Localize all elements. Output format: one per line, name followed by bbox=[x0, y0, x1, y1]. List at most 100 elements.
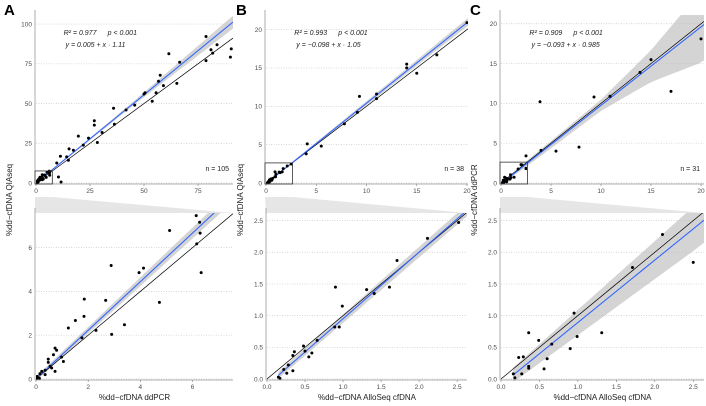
data-point bbox=[55, 348, 59, 352]
confidence-band bbox=[36, 213, 221, 381]
plot-content bbox=[267, 213, 467, 380]
data-point bbox=[333, 325, 337, 329]
data-point bbox=[199, 271, 203, 275]
y-tick-label: 75 bbox=[25, 61, 33, 68]
y-tick-label: 25 bbox=[25, 141, 33, 148]
data-point bbox=[545, 357, 549, 361]
y-tick-label: 15 bbox=[255, 65, 263, 72]
plot-content bbox=[36, 213, 233, 381]
data-point bbox=[521, 355, 525, 359]
data-point bbox=[577, 145, 581, 149]
plot-content bbox=[501, 213, 704, 381]
plot-content bbox=[501, 15, 704, 185]
zoom-plot: 0.0 0.5 1.0 1.5 2.0 2.5 0.0 0.5 1.0 1.5 2.0 2.5 %dd−… bbox=[254, 208, 467, 402]
data-point bbox=[501, 181, 505, 185]
data-point bbox=[92, 123, 96, 127]
data-point bbox=[649, 58, 653, 62]
data-point bbox=[100, 130, 104, 134]
data-point bbox=[520, 163, 524, 167]
x-tick-label: 75 bbox=[194, 188, 202, 195]
data-point bbox=[142, 92, 146, 96]
data-point bbox=[37, 376, 41, 380]
data-point bbox=[660, 233, 664, 237]
regression-line bbox=[36, 21, 233, 184]
data-point bbox=[40, 178, 44, 182]
data-point bbox=[45, 170, 49, 174]
data-point bbox=[51, 353, 55, 357]
regression-line bbox=[36, 213, 215, 379]
zoom-connector-wedge bbox=[265, 197, 467, 213]
data-point bbox=[537, 338, 541, 342]
data-point bbox=[46, 357, 50, 361]
data-point bbox=[58, 154, 62, 158]
y-tick-label: 2.5 bbox=[254, 218, 263, 225]
data-point bbox=[568, 347, 572, 351]
data-point bbox=[512, 175, 516, 179]
x-tick-label: 0.0 bbox=[262, 384, 271, 391]
data-point bbox=[94, 328, 98, 332]
data-point bbox=[691, 260, 695, 264]
data-point bbox=[211, 51, 215, 55]
p-value-label: p < 0.001 bbox=[337, 30, 367, 37]
data-point bbox=[195, 242, 199, 246]
data-point bbox=[513, 376, 517, 380]
data-point bbox=[150, 99, 154, 103]
x-tick-label: 1.0 bbox=[339, 384, 348, 391]
data-point bbox=[511, 372, 515, 376]
p-value-label: p < 0.001 bbox=[572, 30, 602, 37]
data-point bbox=[198, 231, 202, 235]
data-point bbox=[292, 350, 296, 354]
data-point bbox=[157, 300, 161, 304]
data-point bbox=[175, 81, 179, 85]
y-tick-label: 0 bbox=[493, 180, 497, 187]
data-point bbox=[457, 221, 461, 225]
zoom-plot: 0.0 0.5 1.0 1.5 2.0 2.5 0.0 0.5 1.0 1.5 2.0 2.5 %dd−… bbox=[488, 208, 704, 402]
data-point bbox=[154, 91, 158, 95]
y-tick-label: 1.5 bbox=[488, 281, 497, 288]
data-point bbox=[81, 143, 85, 147]
data-point bbox=[82, 314, 86, 318]
data-point bbox=[50, 366, 54, 370]
data-point bbox=[110, 332, 114, 336]
y-tick-label: 2.0 bbox=[488, 250, 497, 257]
data-point bbox=[524, 154, 528, 158]
zoom-region-box bbox=[499, 161, 528, 185]
data-point bbox=[92, 119, 96, 123]
y-tick-label: 10 bbox=[490, 101, 498, 108]
data-point bbox=[355, 110, 359, 114]
data-point bbox=[333, 285, 337, 289]
regression-equation: y = 0.005 + x · 1.11 bbox=[65, 42, 126, 49]
x-tick-label: 6 bbox=[191, 384, 195, 391]
data-point bbox=[527, 331, 531, 335]
data-point bbox=[168, 229, 172, 233]
y-tick-label: 5 bbox=[258, 142, 262, 149]
data-point bbox=[274, 172, 278, 176]
data-point bbox=[303, 349, 307, 353]
r-squared-label: R² = 0.977 bbox=[64, 30, 98, 37]
data-point bbox=[435, 53, 439, 57]
panel-letter: A bbox=[4, 2, 15, 19]
panel-letter: B bbox=[236, 2, 247, 19]
data-point bbox=[365, 288, 369, 292]
data-point bbox=[304, 152, 308, 156]
confidence-band bbox=[278, 213, 467, 379]
y-tick-label: 2 bbox=[28, 333, 32, 340]
identity-line bbox=[36, 37, 233, 184]
y-tick-label: 15 bbox=[490, 61, 498, 68]
data-point bbox=[375, 97, 379, 101]
data-point bbox=[156, 79, 160, 83]
data-point bbox=[520, 372, 524, 376]
data-point bbox=[178, 60, 182, 64]
identity-line bbox=[501, 213, 704, 380]
data-point bbox=[274, 175, 278, 179]
x-tick-label: 1.5 bbox=[377, 384, 386, 391]
y-tick-label: 1.0 bbox=[488, 313, 497, 320]
data-point bbox=[133, 103, 137, 107]
data-point bbox=[65, 155, 69, 159]
panel-b: 0 5 10 15 20 0 5 10 15 20 R² = 0.993 p < 0.001 y = −… bbox=[236, 2, 471, 402]
y-tick-label: 0 bbox=[28, 376, 32, 383]
y-tick-label: 6 bbox=[28, 245, 32, 252]
sample-size-label: n = 38 bbox=[444, 166, 464, 173]
regression-line bbox=[266, 21, 468, 185]
